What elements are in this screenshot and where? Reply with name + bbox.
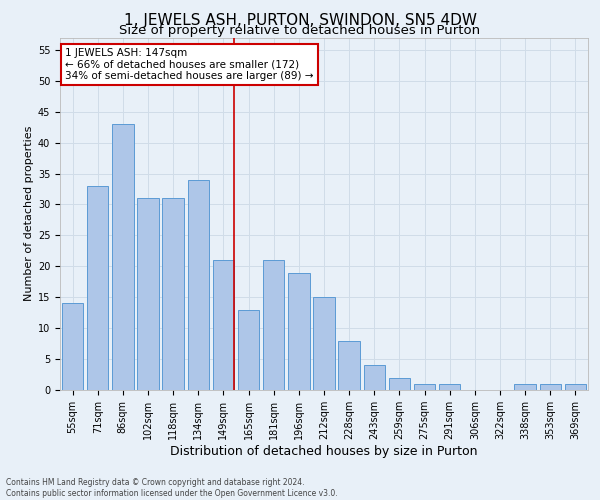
- Bar: [62, 304, 83, 390]
- Bar: [87, 186, 109, 390]
- Text: Size of property relative to detached houses in Purton: Size of property relative to detached ho…: [119, 24, 481, 37]
- Bar: [238, 310, 259, 390]
- Text: Contains HM Land Registry data © Crown copyright and database right 2024.
Contai: Contains HM Land Registry data © Crown c…: [6, 478, 338, 498]
- Bar: [163, 198, 184, 390]
- Bar: [137, 198, 158, 390]
- Bar: [263, 260, 284, 390]
- Bar: [439, 384, 460, 390]
- Bar: [288, 272, 310, 390]
- Bar: [514, 384, 536, 390]
- Bar: [313, 297, 335, 390]
- Bar: [539, 384, 561, 390]
- Bar: [188, 180, 209, 390]
- Bar: [338, 340, 360, 390]
- Y-axis label: Number of detached properties: Number of detached properties: [23, 126, 34, 302]
- Bar: [364, 366, 385, 390]
- Text: 1 JEWELS ASH: 147sqm
← 66% of detached houses are smaller (172)
34% of semi-deta: 1 JEWELS ASH: 147sqm ← 66% of detached h…: [65, 48, 314, 82]
- Bar: [213, 260, 234, 390]
- X-axis label: Distribution of detached houses by size in Purton: Distribution of detached houses by size …: [170, 445, 478, 458]
- Bar: [389, 378, 410, 390]
- Bar: [565, 384, 586, 390]
- Bar: [414, 384, 435, 390]
- Bar: [112, 124, 134, 390]
- Text: 1, JEWELS ASH, PURTON, SWINDON, SN5 4DW: 1, JEWELS ASH, PURTON, SWINDON, SN5 4DW: [124, 12, 476, 28]
